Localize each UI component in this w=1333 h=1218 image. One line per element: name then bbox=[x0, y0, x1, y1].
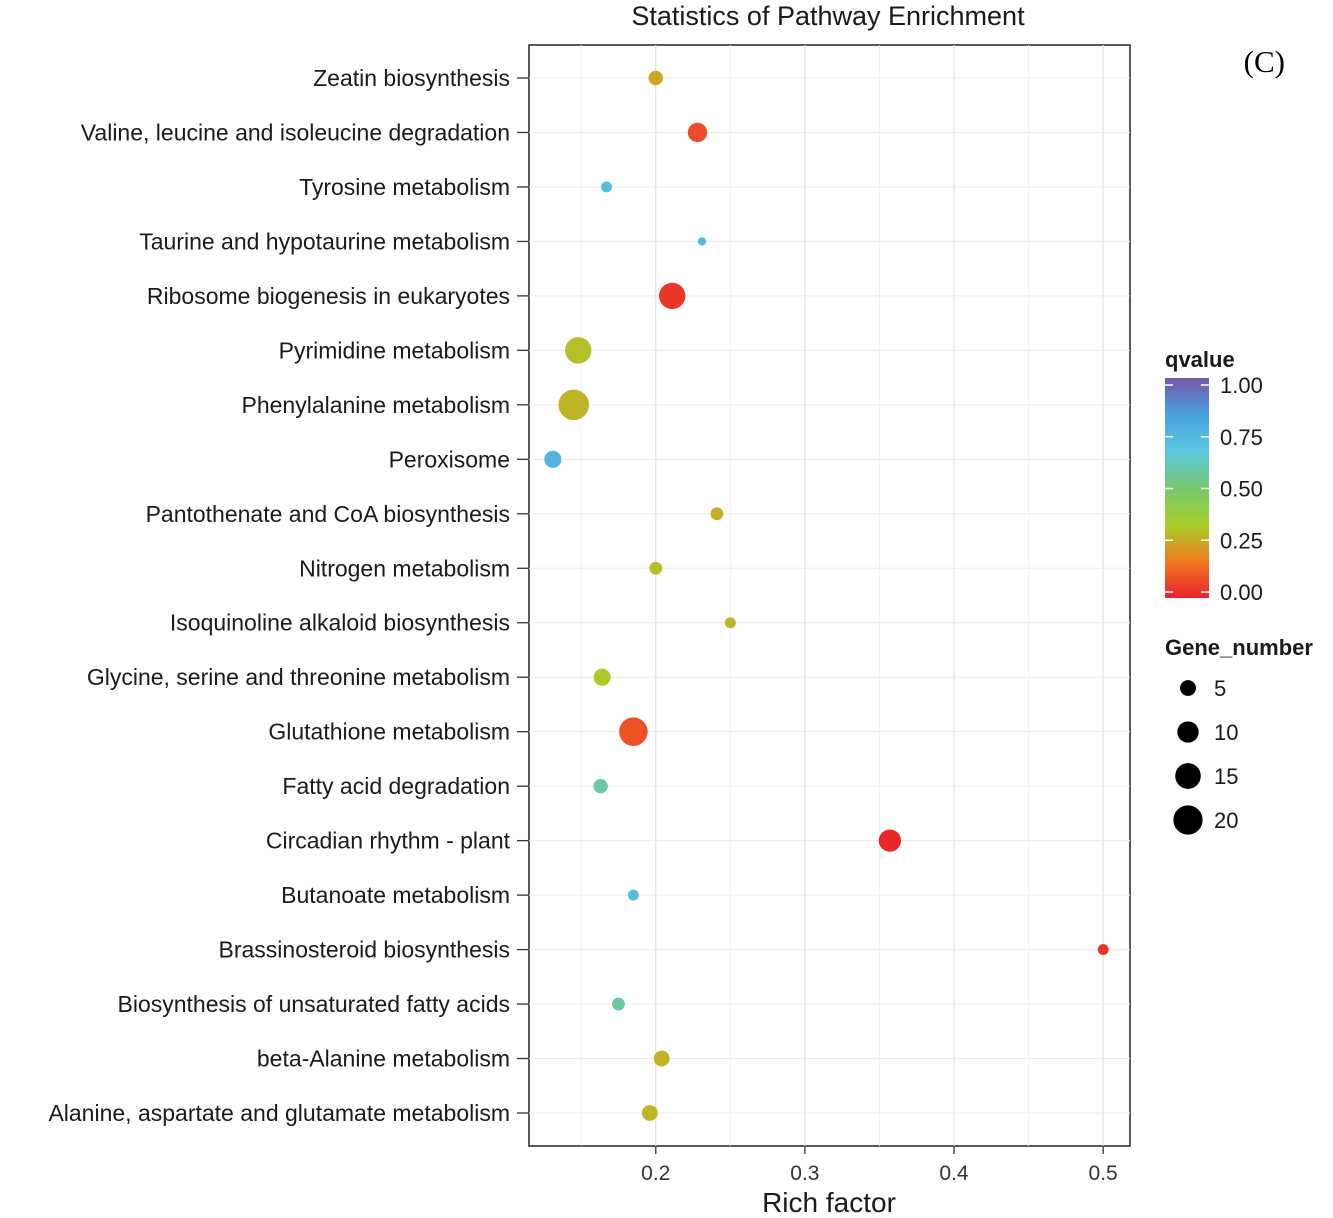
y-label: Circadian rhythm - plant bbox=[266, 828, 511, 854]
size-legend-label: 5 bbox=[1214, 676, 1226, 701]
qvalue-legend-label: 0.75 bbox=[1220, 425, 1263, 450]
x-axis-label: Rich factor bbox=[762, 1187, 896, 1218]
y-label: Isoquinoline alkaloid biosynthesis bbox=[170, 610, 510, 636]
data-point bbox=[653, 1050, 670, 1067]
qvalue-legend-label: 0.00 bbox=[1220, 580, 1263, 605]
panel-label: (C) bbox=[1243, 44, 1285, 79]
y-label: Zeatin biosynthesis bbox=[313, 65, 510, 91]
y-label: Fatty acid degradation bbox=[282, 773, 510, 799]
data-point bbox=[544, 450, 562, 468]
data-point bbox=[558, 389, 590, 421]
y-axis-ticks bbox=[517, 77, 529, 1114]
qvalue-legend-label: 0.50 bbox=[1220, 477, 1263, 502]
data-point bbox=[1097, 944, 1109, 956]
y-label: Ribosome biogenesis in eukaryotes bbox=[147, 283, 510, 309]
data-point bbox=[658, 282, 686, 310]
y-label: Peroxisome bbox=[389, 446, 510, 472]
data-point bbox=[687, 122, 708, 143]
y-label: Glycine, serine and threonine metabolism bbox=[87, 664, 510, 690]
y-label: Biosynthesis of unsaturated fatty acids bbox=[118, 991, 511, 1017]
data-point bbox=[724, 617, 736, 629]
data-point bbox=[641, 1105, 658, 1121]
y-label: Alanine, aspartate and glutamate metabol… bbox=[48, 1100, 510, 1126]
y-label: Phenylalanine metabolism bbox=[242, 392, 511, 418]
data-point bbox=[649, 561, 663, 575]
data-point bbox=[648, 70, 663, 86]
x-tick-label: 0.5 bbox=[1089, 1162, 1118, 1185]
y-label: Pantothenate and CoA biosynthesis bbox=[146, 501, 510, 527]
size-legend-dot bbox=[1177, 721, 1199, 743]
data-point bbox=[593, 778, 608, 794]
x-axis-ticks: 0.2 0.3 0.4 0.5 bbox=[641, 1146, 1118, 1185]
y-label: Brassinosteroid biosynthesis bbox=[219, 937, 510, 963]
qvalue-legend-label: 1.00 bbox=[1220, 373, 1263, 398]
qvalue-legend-label: 0.25 bbox=[1220, 528, 1263, 553]
y-label: Glutathione metabolism bbox=[268, 719, 510, 745]
y-label: Nitrogen metabolism bbox=[299, 555, 510, 581]
data-points bbox=[544, 70, 1109, 1121]
size-legend-dot bbox=[1175, 763, 1201, 789]
x-tick-label: 0.3 bbox=[790, 1162, 819, 1185]
data-point bbox=[697, 237, 707, 246]
data-point bbox=[593, 668, 611, 686]
y-label: Butanoate metabolism bbox=[281, 882, 510, 908]
qvalue-legend-title: qvalue bbox=[1165, 347, 1235, 372]
y-label: Taurine and hypotaurine metabolism bbox=[139, 228, 510, 254]
size-legend-label: 15 bbox=[1214, 764, 1238, 789]
data-point bbox=[627, 889, 639, 901]
y-label: beta-Alanine metabolism bbox=[257, 1046, 510, 1072]
gene-number-legend-title: Gene_number bbox=[1165, 635, 1313, 660]
y-label: Tyrosine metabolism bbox=[299, 174, 510, 200]
y-label: Valine, leucine and isoleucine degradati… bbox=[81, 119, 510, 145]
size-legend-dot bbox=[1180, 680, 1196, 696]
data-point bbox=[619, 717, 648, 746]
x-tick-label: 0.4 bbox=[939, 1162, 969, 1185]
data-point bbox=[710, 507, 724, 521]
data-point bbox=[601, 181, 612, 193]
qvalue-legend: qvalue 1.00 0.75 0.50 0.25 0.00 bbox=[1165, 347, 1263, 605]
data-point bbox=[565, 337, 592, 364]
plot-panel bbox=[528, 44, 1131, 1147]
y-axis-labels: Zeatin biosynthesis Valine, leucine and i… bbox=[48, 65, 510, 1126]
data-point bbox=[878, 829, 902, 852]
size-legend-dot bbox=[1173, 805, 1203, 835]
gene-number-legend: Gene_number 5 10 15 20 bbox=[1165, 635, 1313, 835]
chart-title: Statistics of Pathway Enrichment bbox=[631, 1, 1025, 31]
size-legend-label: 20 bbox=[1214, 808, 1238, 833]
y-label: Pyrimidine metabolism bbox=[279, 337, 510, 363]
x-tick-label: 0.2 bbox=[641, 1162, 670, 1185]
grid-lines bbox=[529, 45, 1130, 1146]
size-legend-label: 10 bbox=[1214, 720, 1238, 745]
data-point bbox=[612, 997, 625, 1011]
